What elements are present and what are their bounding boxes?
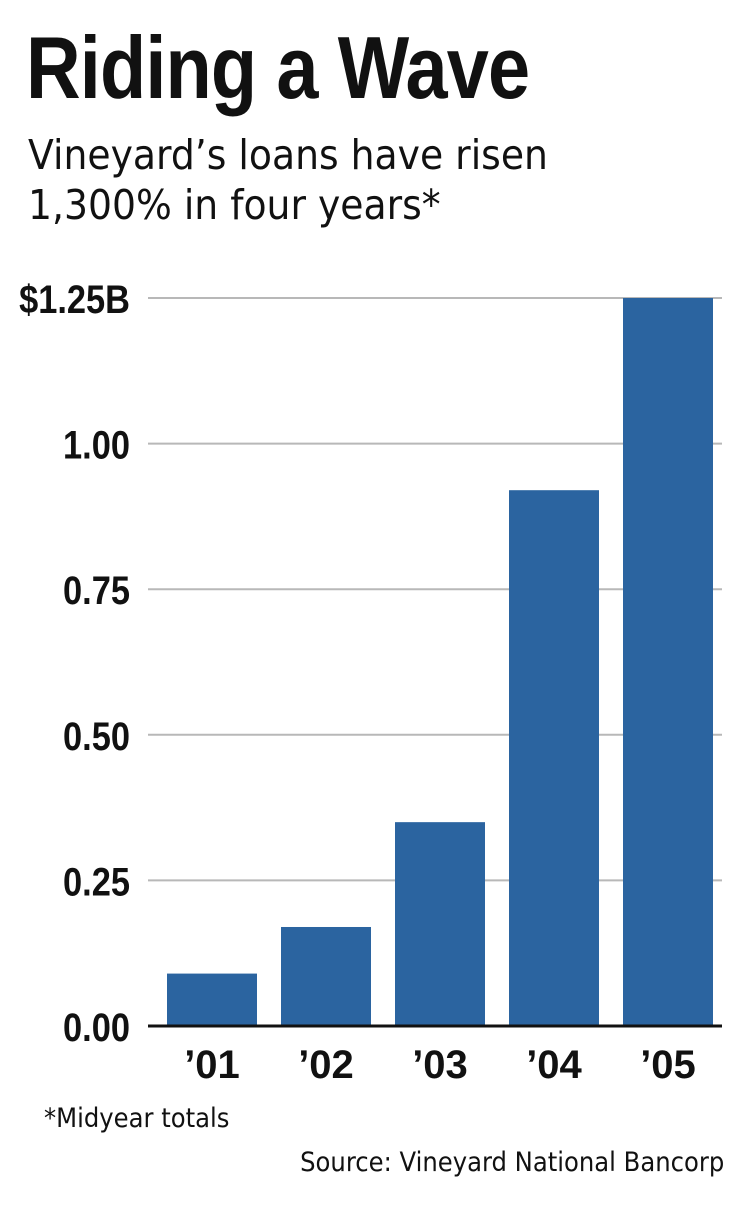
y-tick-label: 1.00: [63, 422, 130, 467]
x-category-label: ’02: [298, 1043, 354, 1087]
y-tick-label: $1.25B: [19, 277, 130, 322]
bar: [281, 926, 371, 1026]
y-axis-tick-labels: 0.00 0.25 0.50 0.75 1.00 $1.25B: [19, 277, 130, 1050]
x-axis-category-labels: ’01 ’02 ’03 ’04 ’05: [184, 1043, 696, 1087]
y-tick-label: 0.50: [63, 713, 130, 758]
y-tick-label: 0.75: [63, 568, 130, 613]
chart-title: Riding a Wave: [26, 18, 530, 117]
subtitle-line-1: Vineyard’s loans have risen: [28, 131, 548, 179]
source-credit: Source: Vineyard National Bancorp: [299, 1147, 724, 1178]
bar-chart: 0.000.250.500.751.00$1.25B ’01’02’03’04’…: [19, 277, 722, 1087]
y-tick-label: 0.00: [63, 1005, 130, 1050]
x-category-label: ’01: [184, 1043, 240, 1087]
x-category-label: ’03: [412, 1043, 468, 1087]
bars: [167, 298, 713, 1026]
x-category-label: ’04: [526, 1043, 582, 1087]
bar: [623, 298, 713, 1026]
bar: [167, 973, 257, 1026]
chart-subtitle: Vineyard’s loans have risen 1,300% in fo…: [28, 130, 548, 230]
bar: [395, 822, 485, 1026]
subtitle-line-2: 1,300% in four years*: [28, 181, 441, 229]
y-tick-label: 0.25: [63, 859, 130, 904]
bar: [509, 490, 599, 1026]
x-category-label: ’05: [640, 1043, 696, 1087]
footnote: *Midyear totals: [44, 1103, 230, 1134]
